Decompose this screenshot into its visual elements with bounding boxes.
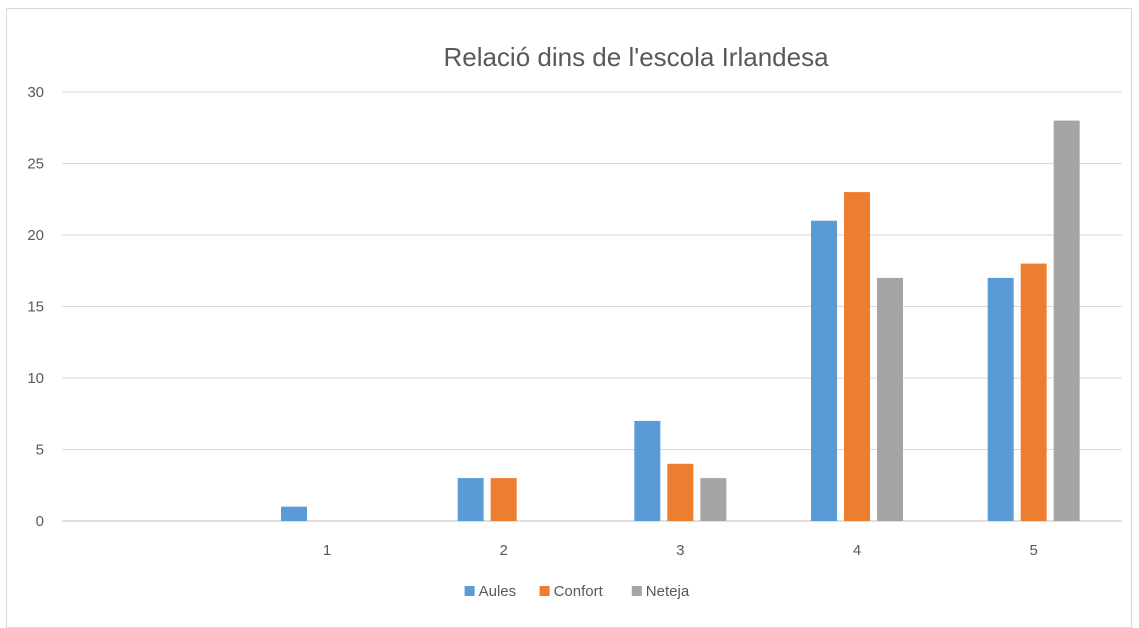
y-tick-label: 15 xyxy=(27,299,44,316)
bar-aules-2 xyxy=(457,478,484,521)
bar-neteja-3 xyxy=(700,478,727,521)
legend-label-neteja: Neteja xyxy=(646,583,690,600)
bar-confort-2 xyxy=(490,478,517,521)
bars xyxy=(281,120,1080,521)
x-tick-label: 4 xyxy=(853,542,861,559)
legend-swatch-neteja xyxy=(631,586,642,596)
y-tick-label: 5 xyxy=(36,442,44,459)
x-tick-label: 1 xyxy=(323,542,331,559)
x-tick-label: 2 xyxy=(499,542,507,559)
legend-swatch-aules xyxy=(464,586,475,596)
y-tick-label: 0 xyxy=(36,513,44,530)
y-axis-ticks: 0 5 10 15 20 25 30 xyxy=(27,84,44,530)
bar-confort-3 xyxy=(667,463,694,521)
y-tick-label: 30 xyxy=(27,84,44,101)
legend-label-aules: Aules xyxy=(479,583,517,600)
bar-neteja-4 xyxy=(877,277,903,521)
x-axis-ticks: 1 2 3 4 5 xyxy=(323,542,1038,559)
legend: Aules Confort Neteja xyxy=(464,583,690,600)
x-tick-label: 3 xyxy=(676,542,684,559)
bar-confort-5 xyxy=(1020,263,1047,521)
bar-aules-3 xyxy=(634,420,661,521)
bar-aules-5 xyxy=(987,277,1014,521)
legend-swatch-confort xyxy=(539,586,550,596)
chart-title: Relació dins de l'escola Irlandesa xyxy=(443,42,829,72)
bar-neteja-5 xyxy=(1053,120,1080,521)
bar-aules-4 xyxy=(811,220,837,521)
y-tick-label: 10 xyxy=(27,370,44,387)
chart-frame xyxy=(6,8,1132,628)
y-tick-label: 25 xyxy=(27,156,44,173)
bar-aules-1 xyxy=(281,506,307,521)
x-tick-label: 5 xyxy=(1029,542,1037,559)
legend-label-confort: Confort xyxy=(554,583,604,600)
gridlines xyxy=(62,91,1122,522)
bar-confort-4 xyxy=(844,192,870,521)
y-tick-label: 20 xyxy=(27,227,44,244)
